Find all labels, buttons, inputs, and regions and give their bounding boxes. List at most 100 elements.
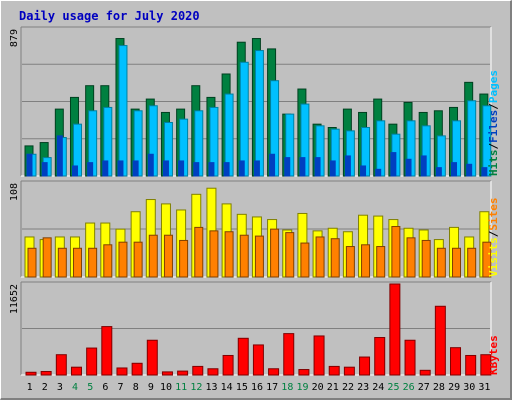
bar-pages-day-30 [466, 163, 473, 177]
legend-entry: Sites [487, 198, 500, 231]
bar-pages-day-23 [360, 165, 367, 177]
bar-kbytes-day-17 [268, 368, 280, 376]
bar-sites-day-30 [467, 247, 477, 278]
bar-sites-day-14 [224, 231, 234, 278]
x-tick-label: 5 [87, 382, 93, 393]
bar-sites-day-23 [361, 244, 371, 278]
bar-sites-day-22 [345, 246, 355, 278]
bar-sites-day-13 [209, 230, 219, 278]
x-tick-label: 3 [57, 382, 63, 393]
bar-sites-day-29 [452, 247, 462, 278]
x-tick-label: 27 [418, 382, 430, 393]
bar-sites-day-19 [300, 242, 310, 278]
chart-title: Daily usage for July 2020 [19, 9, 200, 23]
bar-sites-day-2 [42, 237, 52, 278]
legend-kbytes: KBytes [487, 335, 500, 375]
bar-files-day-16 [254, 50, 264, 177]
bar-pages-day-25 [390, 152, 397, 177]
bar-sites-day-27 [421, 239, 431, 278]
x-tick-label: 20 [312, 382, 324, 393]
bar-pages-day-14 [223, 162, 230, 177]
x-tick-label: 26 [403, 382, 415, 393]
bar-pages-day-2 [41, 162, 48, 177]
bar-files-day-24 [376, 120, 386, 177]
bar-pages-day-9 [147, 153, 154, 177]
bar-pages-day-7 [117, 160, 124, 177]
bar-kbytes-day-5 [86, 347, 98, 376]
bar-pages-day-19 [299, 157, 306, 177]
ymax-label-visits-sites: 108 [9, 183, 20, 201]
x-tick-label: 7 [118, 382, 124, 393]
x-tick-label: 6 [102, 382, 108, 393]
bar-sites-day-21 [330, 238, 340, 278]
legend-entry: KBytes [487, 335, 500, 375]
bar-sites-day-20 [315, 236, 325, 278]
bar-sites-day-4 [72, 247, 82, 278]
x-tick-label: 13 [205, 382, 217, 393]
bar-kbytes-day-21 [328, 365, 340, 376]
bar-sites-day-28 [436, 247, 446, 278]
legend-hits-files-pages: Hits/Files/Pages [487, 70, 500, 176]
bar-sites-day-16 [254, 235, 264, 278]
bar-kbytes-day-28 [434, 305, 446, 376]
legend-entry: / [487, 143, 500, 150]
x-tick-label: 10 [160, 382, 172, 393]
bar-sites-day-12 [194, 226, 204, 278]
bar-kbytes-day-18 [283, 333, 295, 376]
x-tick-label: 24 [372, 382, 384, 393]
bar-sites-day-25 [391, 226, 401, 278]
bar-kbytes-day-15 [237, 337, 249, 376]
legend-entry: Pages [487, 70, 500, 103]
bar-kbytes-day-10 [161, 371, 173, 376]
bar-sites-day-5 [88, 247, 98, 278]
bar-pages-day-24 [375, 168, 382, 177]
bar-files-day-7 [118, 45, 128, 177]
bar-pages-day-16 [253, 160, 260, 177]
bar-kbytes-day-1 [25, 371, 37, 376]
bar-sites-day-6 [103, 244, 113, 278]
x-tick-label: 21 [327, 382, 339, 393]
bar-pages-day-12 [193, 162, 200, 177]
bar-pages-day-11 [178, 160, 185, 177]
x-tick-label: 28 [433, 382, 445, 393]
x-tick-label: 8 [133, 382, 139, 393]
bar-kbytes-day-7 [116, 367, 128, 376]
legend-entry: Files [487, 110, 500, 143]
bar-pages-day-29 [451, 162, 458, 177]
x-tick-label: 25 [387, 382, 399, 393]
x-tick-label: 2 [42, 382, 48, 393]
x-tick-label: 12 [190, 382, 202, 393]
bar-sites-day-1 [27, 247, 37, 278]
x-tick-label: 18 [281, 382, 293, 393]
x-tick-label: 15 [236, 382, 248, 393]
x-tick-label: 19 [296, 382, 308, 393]
legend-entry: Visits [487, 237, 500, 277]
legend-entry: / [487, 230, 500, 237]
x-tick-label: 9 [148, 382, 154, 393]
bar-sites-day-10 [163, 234, 173, 278]
bar-sites-day-26 [406, 237, 416, 278]
bar-pages-day-1 [26, 153, 33, 177]
bar-sites-day-9 [148, 234, 158, 278]
bar-kbytes-day-16 [252, 344, 264, 376]
bar-kbytes-day-24 [374, 337, 386, 376]
bar-kbytes-day-30 [465, 354, 477, 376]
bar-pages-day-26 [405, 158, 412, 177]
bar-kbytes-day-31 [480, 354, 492, 376]
bar-pages-day-10 [162, 160, 169, 177]
bar-pages-day-15 [238, 160, 245, 177]
bar-sites-day-24 [376, 246, 386, 278]
bar-sites-day-8 [133, 241, 143, 278]
bar-pages-day-31 [481, 167, 488, 177]
x-tick-label: 11 [175, 382, 187, 393]
x-tick-label: 22 [342, 382, 354, 393]
bar-kbytes-day-19 [298, 369, 310, 376]
bar-sites-day-3 [57, 247, 67, 278]
bar-sites-day-15 [239, 234, 249, 278]
x-tick-label: 4 [72, 382, 78, 393]
x-tick-label: 29 [448, 382, 460, 393]
x-tick-label: 30 [463, 382, 475, 393]
bar-sites-day-18 [285, 232, 295, 278]
bar-kbytes-day-26 [404, 339, 416, 376]
ymax-label-hits-files-pages: 879 [9, 29, 20, 47]
